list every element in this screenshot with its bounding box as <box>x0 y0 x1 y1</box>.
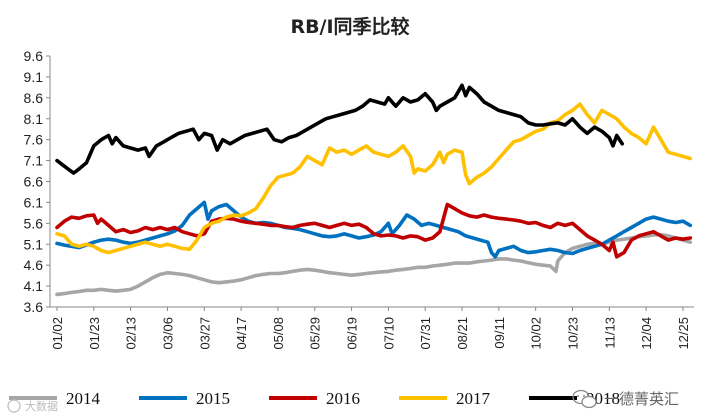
y-tick-label: 4.1 <box>24 278 44 294</box>
source-logo-icon <box>7 399 21 413</box>
x-tick-label: 08/21 <box>455 317 470 350</box>
series-line-2016 <box>55 202 693 259</box>
y-tick-label: 6.1 <box>24 194 44 210</box>
y-tick-label: 7.1 <box>24 153 44 169</box>
chart-title: RB/I同季比较 <box>290 15 409 38</box>
x-tick-label: 10/23 <box>565 317 580 350</box>
wechat-icon <box>572 389 597 409</box>
x-tick-label: 01/23 <box>87 317 102 350</box>
legend-label-2014: 2014 <box>66 389 101 408</box>
x-tick-label: 11/13 <box>602 317 617 349</box>
x-tick-label: 07/31 <box>418 317 433 350</box>
watermark-text: 一德菁英汇 <box>604 390 679 408</box>
y-tick-label: 8.1 <box>24 111 44 127</box>
series-line-2017 <box>55 102 693 255</box>
y-tick-label: 4.6 <box>24 257 44 273</box>
y-tick-label: 8.6 <box>24 90 44 106</box>
source-logo-label: 大数据 <box>25 399 58 413</box>
plot-area: 3.64.14.65.15.66.16.67.17.68.18.69.19.6 … <box>24 48 694 350</box>
x-tick-label: 03/06 <box>160 317 175 350</box>
x-tick-label: 07/10 <box>381 317 396 350</box>
series-line-2014 <box>55 232 693 297</box>
series-line-2018 <box>55 83 624 175</box>
x-tick-label: 09/11 <box>492 317 507 349</box>
y-tick-label: 7.6 <box>24 132 44 148</box>
y-tick-label: 6.6 <box>24 174 44 190</box>
y-tick-label: 3.6 <box>24 299 44 315</box>
series-lines <box>55 83 693 297</box>
legend-label-2016: 2016 <box>326 389 360 408</box>
y-tick-label: 9.1 <box>24 69 44 85</box>
legend-label-2015: 2015 <box>196 389 230 408</box>
legend: 2014 2015 2016 2017 2018 <box>9 389 620 408</box>
y-axis-ticks: 3.6 4.1 4.6 5.1 5.6 6.1 6.6 7.1 7.6 8.1 8.6 9.1 9.6 <box>24 48 50 315</box>
x-tick-label: 12/04 <box>639 317 654 350</box>
x-tick-label: 12/25 <box>676 317 691 350</box>
x-tick-label: 05/08 <box>271 317 286 350</box>
x-tick-label: 02/13 <box>124 317 139 350</box>
y-tick-label: 9.6 <box>24 48 44 64</box>
watermark-left: 大数据 <box>7 399 58 413</box>
x-axis-ticks: 01/02 01/23 02/13 03/06 03/27 04/17 05/08 05/29… <box>50 307 691 350</box>
x-tick-label: 06/19 <box>345 317 360 350</box>
y-tick-label: 5.6 <box>24 215 44 231</box>
x-tick-label: 04/17 <box>234 317 249 350</box>
y-tick-label: 5.1 <box>24 236 44 252</box>
x-tick-label: 10/02 <box>529 317 544 350</box>
legend-label-2017: 2017 <box>456 389 491 408</box>
x-tick-label: 03/27 <box>197 317 212 350</box>
x-tick-label: 01/02 <box>50 317 65 350</box>
watermark-right: 一德菁英汇 <box>572 389 679 409</box>
x-tick-label: 05/29 <box>308 317 323 350</box>
